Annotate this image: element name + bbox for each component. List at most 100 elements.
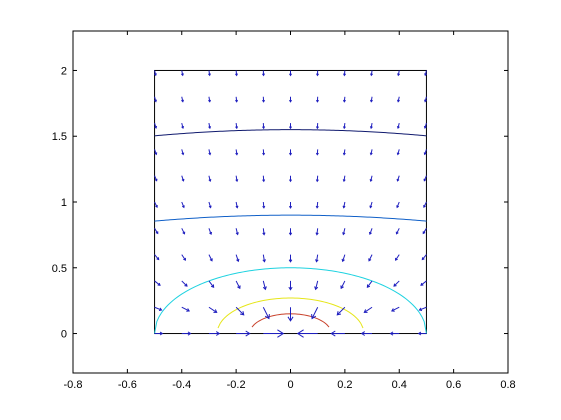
contour-line-1 bbox=[217, 297, 364, 329]
quiver-arrow bbox=[393, 280, 400, 287]
quiver-arrow bbox=[417, 331, 427, 336]
quiver-arrow bbox=[181, 331, 192, 336]
quiver-arrow bbox=[235, 175, 239, 183]
quiver-arrow bbox=[235, 228, 239, 236]
quiver-arrow bbox=[288, 202, 293, 209]
quiver-arrow bbox=[366, 280, 373, 288]
quiver-arrow bbox=[370, 70, 374, 77]
quiver-arrow bbox=[342, 149, 346, 156]
quiver-arrow bbox=[154, 201, 158, 208]
quiver-arrow bbox=[289, 175, 292, 183]
quiver-arrow bbox=[315, 254, 319, 263]
y-ticks: 0 0.5 1 1.5 2 bbox=[52, 65, 508, 341]
quiver-arrow bbox=[342, 228, 346, 236]
quiver-arrow bbox=[181, 280, 188, 287]
quiver-arrow bbox=[235, 254, 240, 263]
quiver-arrow bbox=[336, 306, 346, 316]
x-tick-label: 0.4 bbox=[392, 379, 407, 391]
quiver-arrow bbox=[330, 330, 345, 337]
quiver-arrow bbox=[181, 201, 185, 209]
quiver-arrow bbox=[207, 70, 211, 77]
quiver-arrow bbox=[397, 70, 401, 77]
quiver-arrow bbox=[424, 70, 428, 77]
quiver-arrow bbox=[181, 306, 191, 312]
y-tick-label: 1 bbox=[61, 197, 67, 209]
x-ticks: -0.8 -0.6 -0.4 -0.2 0 0.2 0.4 0.6 0.8 bbox=[64, 31, 516, 391]
quiver-arrow bbox=[261, 70, 265, 77]
quiver-arrow bbox=[208, 201, 212, 209]
quiver-arrow bbox=[208, 149, 212, 156]
quiver-arrow bbox=[369, 175, 373, 182]
quiver-arrow bbox=[181, 122, 185, 129]
quiver-arrow bbox=[208, 175, 212, 182]
x-tick-label: -0.4 bbox=[172, 379, 191, 391]
quiver-arrow bbox=[314, 280, 319, 291]
quiver-arrow bbox=[422, 228, 427, 235]
x-tick-label: 0.8 bbox=[500, 379, 515, 391]
quiver-arrow bbox=[208, 228, 213, 236]
quiver-arrow bbox=[289, 96, 292, 103]
quiver-arrow bbox=[360, 331, 373, 336]
quiver-arrow bbox=[288, 280, 293, 291]
quiver-arrow bbox=[181, 175, 185, 182]
quiver-arrow bbox=[390, 306, 400, 312]
quiver-arrow bbox=[208, 306, 218, 313]
quiver-arrow bbox=[154, 96, 157, 103]
x-tick-label: 0 bbox=[287, 379, 293, 391]
quiver-arrow bbox=[420, 280, 427, 286]
quiver-arrow bbox=[153, 70, 157, 77]
quiver-arrow bbox=[154, 280, 161, 286]
quiver-arrow bbox=[263, 329, 285, 338]
y-tick-label: 0.5 bbox=[52, 263, 67, 275]
quiver-arrow bbox=[342, 201, 346, 209]
quiver-arrow bbox=[396, 175, 400, 182]
quiver-arrow bbox=[342, 96, 346, 103]
quiver-arrow bbox=[396, 122, 400, 129]
x-tick-label: -0.6 bbox=[118, 379, 137, 391]
quiver-arrow bbox=[235, 306, 245, 316]
quiver-arrow bbox=[424, 96, 427, 103]
quiver-arrow bbox=[262, 280, 267, 291]
quiver-arrow bbox=[262, 228, 266, 236]
contour-line-4 bbox=[154, 129, 427, 137]
quiver-arrow bbox=[423, 149, 427, 156]
quiver-arrow bbox=[396, 201, 400, 209]
quiver-arrow bbox=[181, 96, 184, 103]
quiver-arrow bbox=[154, 254, 160, 261]
quiver-arrow bbox=[369, 149, 373, 156]
quiver-arrow bbox=[235, 280, 241, 290]
quiver-arrow bbox=[288, 254, 293, 263]
quiver-arrow bbox=[154, 149, 158, 156]
quiver-arrow bbox=[154, 228, 159, 235]
quiver-arrow bbox=[208, 122, 212, 130]
quiver-arrow bbox=[363, 306, 373, 313]
quiver-arrow bbox=[340, 280, 346, 290]
quiver-arrow bbox=[180, 70, 184, 77]
quiver-arrow bbox=[315, 123, 319, 130]
quiver-arrow bbox=[389, 331, 400, 336]
contour-lines bbox=[154, 129, 427, 334]
x-tick-label: 0.2 bbox=[337, 379, 352, 391]
quiver-arrow bbox=[315, 201, 319, 209]
quiver-arrows bbox=[153, 70, 428, 338]
quiver-arrow bbox=[262, 96, 266, 103]
quiver-arrow bbox=[421, 254, 427, 261]
quiver-arrow bbox=[262, 254, 266, 263]
contour-line-3 bbox=[154, 214, 427, 222]
quiver-arrow bbox=[208, 96, 212, 103]
quiver-arrow bbox=[262, 307, 270, 320]
quiver-arrow bbox=[208, 280, 215, 288]
quiver-arrow bbox=[154, 175, 158, 182]
quiver-arrow bbox=[423, 122, 427, 129]
quiver-arrow bbox=[287, 307, 294, 322]
quiver-arrow bbox=[395, 254, 400, 261]
quiver-arrow bbox=[368, 228, 373, 236]
quiver-arrow bbox=[368, 254, 373, 262]
y-tick-label: 1.5 bbox=[52, 131, 67, 143]
quiver-arrow bbox=[235, 123, 239, 130]
quiver-arrow bbox=[289, 149, 292, 156]
quiver-arrow bbox=[154, 331, 164, 336]
quiver-arrow bbox=[235, 149, 239, 156]
